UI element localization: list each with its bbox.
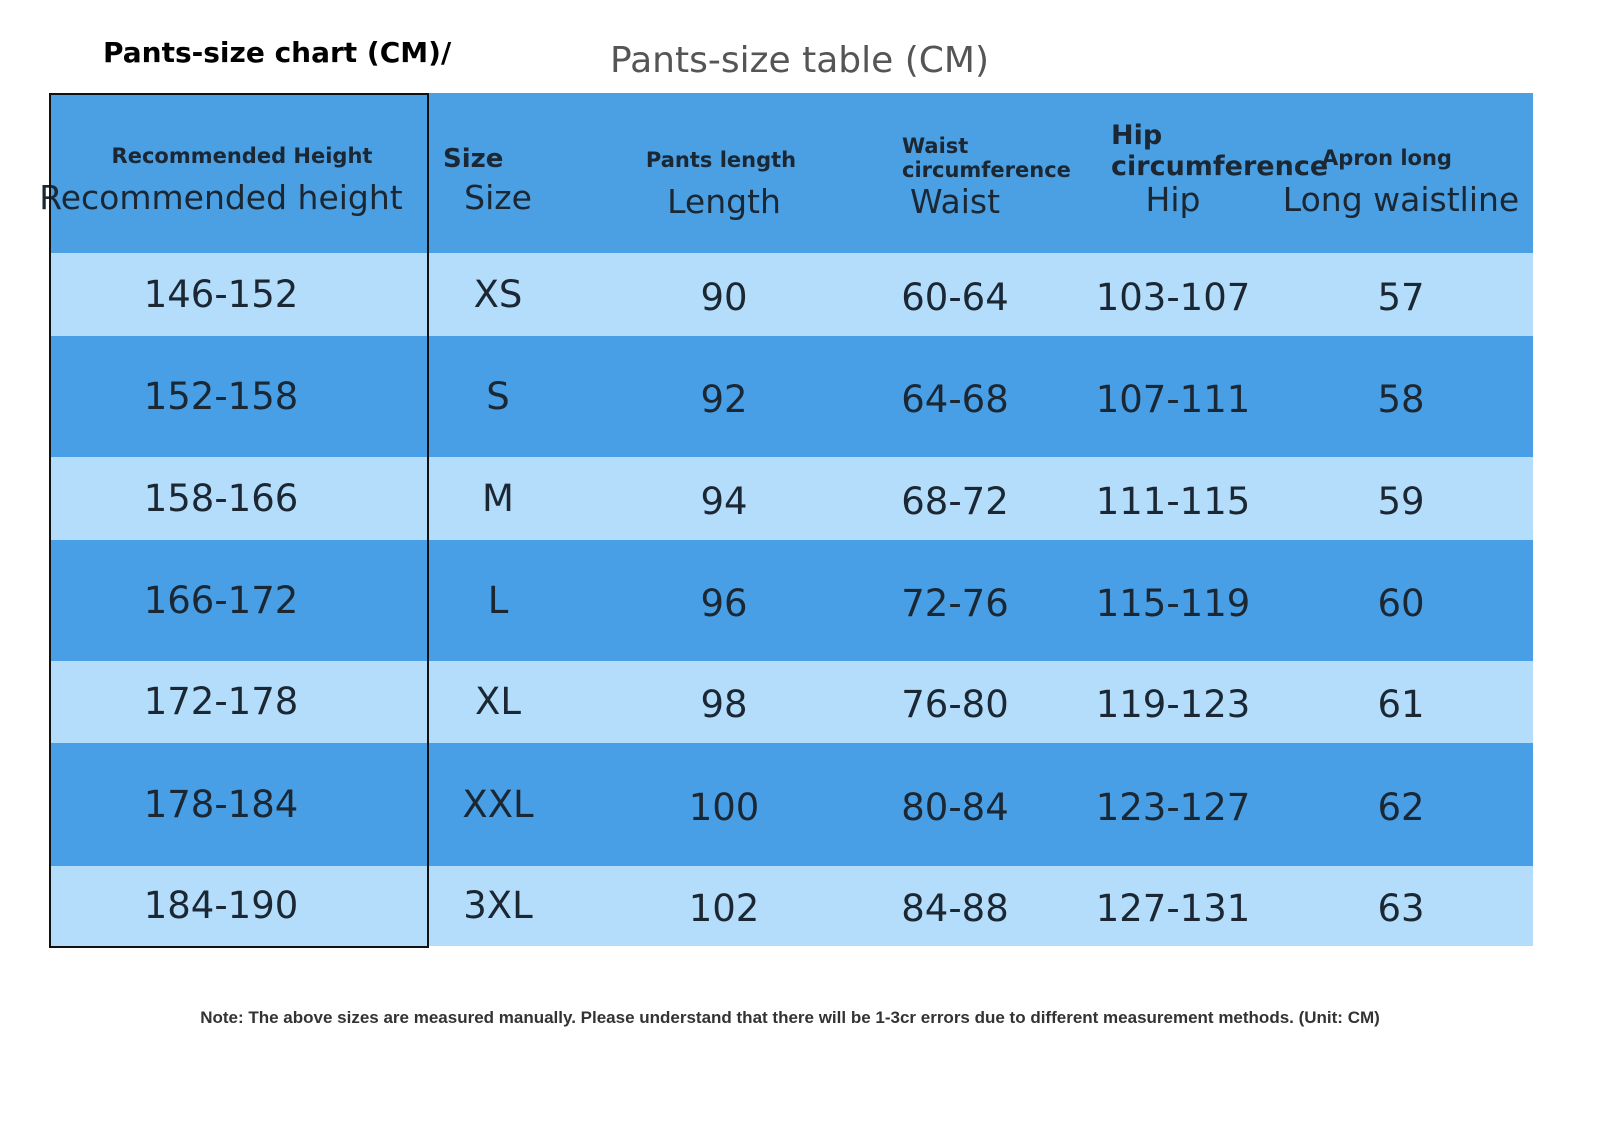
table-cell: M <box>482 476 514 520</box>
table-cell: 152-158 <box>143 374 299 418</box>
table-cell: 3XL <box>463 884 533 927</box>
table-row <box>49 253 1533 336</box>
table-cell: 178-184 <box>143 782 299 826</box>
column-sublabel: Length <box>667 182 781 221</box>
table-cell: 61 <box>1377 683 1425 726</box>
table-cell: 111-115 <box>1095 479 1251 523</box>
column-label: Waist circumference <box>902 134 1071 182</box>
table-cell: 103-107 <box>1095 275 1251 319</box>
table-cell: 84-88 <box>901 887 1009 930</box>
table-cell: 59 <box>1377 479 1425 523</box>
table-cell: 98 <box>700 683 748 726</box>
table-cell: 80-84 <box>901 785 1009 829</box>
table-cell: 68-72 <box>901 479 1009 523</box>
table-row <box>49 866 1533 946</box>
table-cell: XXL <box>462 782 534 826</box>
table-cell: 60 <box>1377 581 1425 625</box>
size-table: Recommended Height Recommended height Size… <box>39 93 1533 948</box>
table-cell: 62 <box>1377 785 1425 829</box>
header-row <box>49 93 1533 253</box>
table-cell: 184-190 <box>143 884 299 927</box>
table-cell: 166-172 <box>143 578 299 622</box>
column-label: Hip circumference <box>1111 120 1329 182</box>
table-cell: XL <box>475 680 521 723</box>
table-cell: XS <box>473 272 523 316</box>
table-cell: L <box>487 578 509 622</box>
column-label: Pants length <box>645 148 797 172</box>
column-sublabel: Waist <box>909 182 1001 221</box>
column-label: Recommended Height <box>111 144 373 168</box>
table-cell: 119-123 <box>1095 683 1251 726</box>
table-cell: 172-178 <box>143 680 299 723</box>
column-sublabel: Long waistline <box>1282 180 1520 219</box>
column-label: Size <box>443 144 504 174</box>
subtitle: Pants-size table (CM) <box>610 40 989 81</box>
table-cell: 115-119 <box>1095 581 1251 625</box>
table-cell: 127-131 <box>1095 887 1251 930</box>
table-cell: 76-80 <box>901 683 1009 726</box>
table-cell: 57 <box>1377 275 1425 319</box>
table-cell: 94 <box>700 479 748 523</box>
table-cell: S <box>486 374 510 418</box>
table-cell: 63 <box>1377 887 1425 930</box>
table-cell: 96 <box>700 581 748 625</box>
table-row <box>49 457 1533 540</box>
note: Note: The above sizes are measured manua… <box>200 1008 1380 1027</box>
table-cell: 64-68 <box>901 377 1009 421</box>
table-cell: 60-64 <box>901 275 1009 319</box>
table-cell: 92 <box>700 377 748 421</box>
table-cell: 107-111 <box>1095 377 1251 421</box>
table-cell: 146-152 <box>143 272 299 316</box>
table-cell: 158-166 <box>143 476 299 520</box>
table-row <box>49 336 1533 457</box>
table-cell: 58 <box>1377 377 1425 421</box>
title: Pants-size chart (CM)/ <box>103 36 452 69</box>
table-cell: 72-76 <box>901 581 1009 625</box>
column-sublabel: Hip <box>1145 180 1201 219</box>
table-row <box>49 743 1533 866</box>
table-row <box>49 540 1533 661</box>
column-border <box>49 93 429 948</box>
column-label: Apron long <box>1322 146 1452 170</box>
table-cell: 123-127 <box>1095 785 1251 829</box>
table-row <box>49 661 1533 743</box>
column-sublabel: Size <box>464 178 532 217</box>
column-sublabel: Recommended height <box>39 178 403 217</box>
table-cell: 100 <box>688 785 760 829</box>
table-cell: 102 <box>688 887 760 930</box>
table-cell: 90 <box>700 275 748 319</box>
